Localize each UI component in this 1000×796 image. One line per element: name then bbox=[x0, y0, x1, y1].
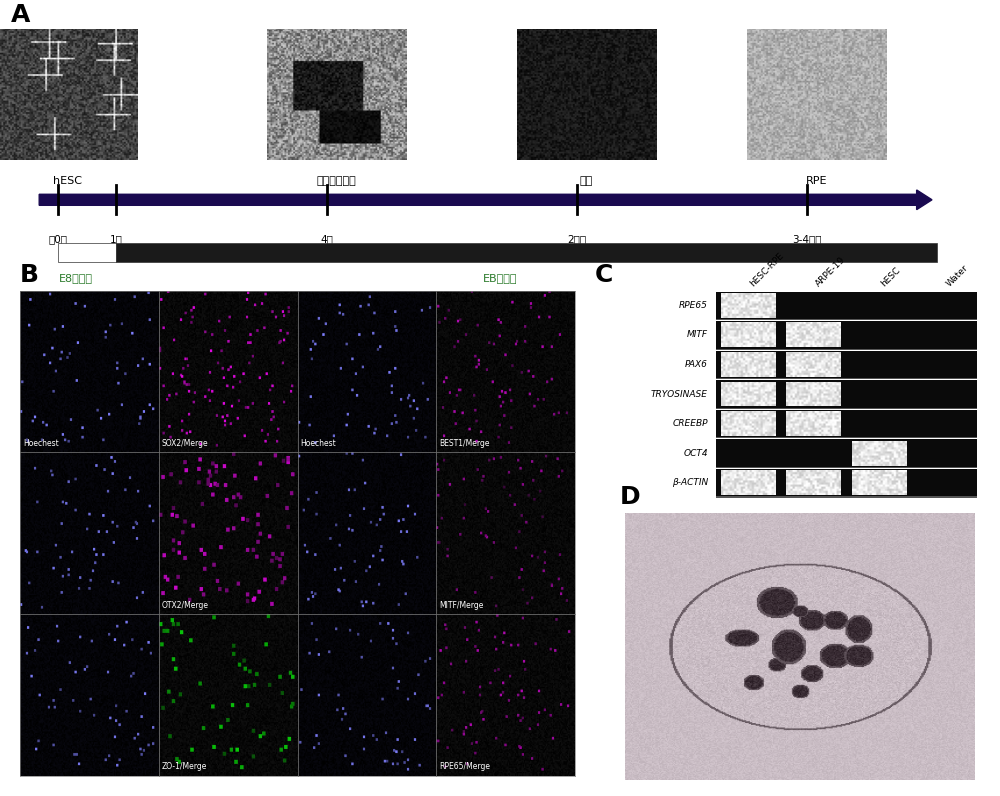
Bar bbox=[716, 351, 977, 378]
Bar bbox=[716, 467, 977, 468]
Text: TRYOSINASE: TRYOSINASE bbox=[651, 389, 708, 399]
Text: PAX6: PAX6 bbox=[685, 360, 708, 369]
FancyArrow shape bbox=[39, 190, 932, 209]
Text: hESC-RPE: hESC-RPE bbox=[748, 251, 786, 288]
Text: MITF/Merge: MITF/Merge bbox=[439, 600, 484, 610]
Bar bbox=[716, 497, 977, 498]
Bar bbox=[58, 243, 116, 262]
Text: hESC: hESC bbox=[54, 176, 82, 186]
Bar bbox=[116, 243, 937, 262]
Text: E8培养液: E8培养液 bbox=[58, 273, 92, 283]
Text: 2个月: 2个月 bbox=[567, 234, 586, 244]
Text: hESC: hESC bbox=[879, 266, 902, 288]
Text: BEST1/Merge: BEST1/Merge bbox=[439, 439, 490, 447]
Bar bbox=[716, 437, 977, 439]
Text: 1周: 1周 bbox=[110, 234, 122, 244]
Text: MITF: MITF bbox=[687, 330, 708, 339]
Text: 第0天: 第0天 bbox=[49, 234, 68, 244]
Bar bbox=[716, 291, 977, 319]
Bar bbox=[716, 408, 977, 409]
Text: ZO-1/Merge: ZO-1/Merge bbox=[162, 763, 207, 771]
Text: D: D bbox=[620, 486, 641, 509]
Text: C: C bbox=[595, 263, 613, 287]
Text: CREEBP: CREEBP bbox=[672, 419, 708, 428]
Bar bbox=[716, 380, 977, 408]
Text: RPE: RPE bbox=[806, 176, 828, 186]
Text: 黑色素灶出现: 黑色素灶出现 bbox=[317, 176, 357, 186]
Text: OCT4: OCT4 bbox=[683, 449, 708, 458]
Text: 3-4个月: 3-4个月 bbox=[792, 234, 822, 244]
Bar bbox=[716, 439, 977, 467]
Text: Water: Water bbox=[945, 263, 970, 288]
Bar bbox=[716, 410, 977, 437]
Text: RPE65/Merge: RPE65/Merge bbox=[439, 763, 490, 771]
Bar bbox=[716, 378, 977, 379]
Text: RPE65: RPE65 bbox=[679, 301, 708, 310]
Text: 传代: 传代 bbox=[580, 176, 593, 186]
Text: A: A bbox=[10, 2, 30, 27]
Text: SOX2/Merge: SOX2/Merge bbox=[162, 439, 208, 447]
Bar bbox=[716, 469, 977, 497]
Text: Hoechest: Hoechest bbox=[300, 439, 336, 447]
Bar bbox=[716, 319, 977, 320]
Text: EB培养液: EB培养液 bbox=[483, 273, 517, 283]
Text: Hoechest: Hoechest bbox=[23, 439, 59, 447]
Text: β-ACTIN: β-ACTIN bbox=[672, 478, 708, 487]
Text: B: B bbox=[20, 263, 39, 287]
Bar bbox=[716, 321, 977, 349]
Text: 4周: 4周 bbox=[321, 234, 334, 244]
Text: OTX2/Merge: OTX2/Merge bbox=[162, 600, 209, 610]
Text: ARPE-19: ARPE-19 bbox=[814, 256, 847, 288]
